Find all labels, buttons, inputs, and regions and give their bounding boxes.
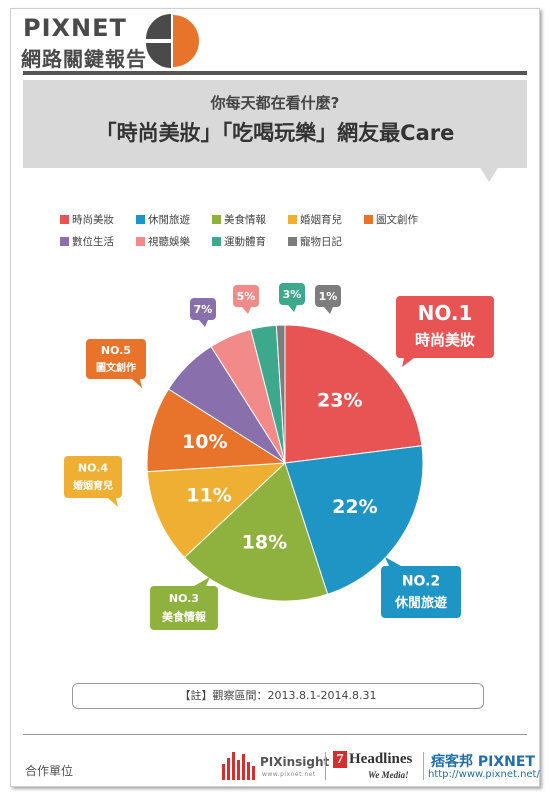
rank-badge-label: NO.4	[78, 462, 108, 475]
rank-badge-category: 美食情報	[162, 610, 207, 624]
footer-separator	[423, 752, 424, 780]
legend-swatch	[364, 215, 373, 224]
legend-label: 寵物日記	[300, 236, 342, 248]
slice-value-label: 11%	[186, 484, 231, 506]
banner-question: 你每天都在看什麼?	[210, 94, 340, 112]
slice-value-label: 18%	[242, 532, 287, 554]
pie-slice	[284, 324, 423, 464]
legend-item: 運動體育	[212, 234, 266, 249]
pixnet-logo: 痞客邦 PIXNET	[431, 754, 535, 770]
header-rule	[23, 71, 527, 75]
slice-value-label: 7%	[194, 303, 213, 316]
headlines-tagline: We Media!	[368, 770, 409, 780]
legend-swatch	[60, 237, 69, 246]
legend-label: 圖文創作	[376, 214, 418, 226]
pie-slice	[275, 324, 286, 464]
title-banner: 你每天都在看什麼? 「時尚美妝」「吃喝玩樂」網友最Care	[23, 80, 527, 168]
value-callout	[190, 298, 216, 327]
slice-value-label: 5%	[237, 290, 256, 303]
value-callout	[64, 456, 122, 507]
legend-item: 時尚美妝	[60, 212, 114, 227]
rank-badge-label: NO.5	[101, 344, 131, 357]
legend-item: 休閒旅遊	[136, 212, 190, 227]
rank-badge-label: NO.3	[169, 592, 199, 605]
rank-badge-label: NO.1	[418, 301, 473, 325]
value-callout	[233, 285, 259, 314]
legend-item: 數位生活	[60, 234, 114, 249]
rank-badge-category: 圖文創作	[96, 361, 136, 374]
legend-swatch	[288, 237, 297, 246]
legend-swatch	[212, 215, 221, 224]
slice-value-label: 22%	[332, 496, 377, 518]
slice-value-label: 1%	[319, 290, 338, 303]
legend-label: 時尚美妝	[72, 214, 114, 226]
legend-item: 婚姻育兒	[288, 212, 342, 227]
legend-swatch	[136, 215, 145, 224]
value-callout	[150, 577, 218, 630]
pie-slice	[284, 445, 424, 595]
pie-slice	[146, 388, 287, 473]
brand-name-en: PIXNET	[23, 14, 127, 42]
rank-badge-label: NO.2	[402, 574, 440, 590]
value-callout	[315, 285, 341, 314]
pixinsight-wordmark: PIXinsight	[260, 755, 330, 769]
pixinsight-url: www.pixnet.net	[262, 771, 316, 778]
pixnet-url: http://www.pixnet.net/	[428, 769, 540, 780]
slice-value-label: 3%	[283, 288, 302, 301]
legend-label: 視聽娛樂	[148, 236, 190, 248]
pie-slice	[146, 462, 287, 559]
banner-tail	[479, 166, 499, 182]
legend-item: 美食情報	[212, 212, 266, 227]
legend-label: 運動體育	[224, 236, 266, 248]
legend-item: 視聽娛樂	[136, 234, 190, 249]
rank-badge-category: 婚姻育兒	[73, 479, 113, 492]
legend-swatch	[136, 237, 145, 246]
partner-label: 合作單位	[25, 764, 74, 778]
legend-label: 婚姻育兒	[300, 214, 342, 226]
value-callout	[396, 296, 494, 367]
brand-pie-logo	[146, 14, 199, 68]
observation-note: 【註】觀察區間：2013.8.1-2014.8.31	[72, 683, 484, 709]
value-callout	[279, 283, 305, 312]
value-callout	[381, 557, 461, 618]
legend-item: 圖文創作	[364, 212, 418, 227]
legend-item: 寵物日記	[288, 234, 342, 249]
footer-separator	[325, 752, 326, 780]
legend-swatch	[288, 215, 297, 224]
banner-title: 「時尚美妝」「吃喝玩樂」網友最Care	[95, 121, 455, 145]
headlines-wordmark: Headlines	[349, 751, 413, 767]
legend-label: 休閒旅遊	[148, 214, 190, 226]
pie-slice	[183, 462, 329, 602]
slice-value-label: 10%	[182, 431, 227, 453]
rank-badge-category: 時尚美妝	[415, 331, 475, 349]
legend-swatch	[212, 237, 221, 246]
rank-badge-category: 休閒旅遊	[394, 595, 447, 611]
slice-value-label: 23%	[317, 389, 362, 411]
footer-rule	[23, 734, 527, 735]
legend-label: 美食情報	[224, 214, 266, 226]
headlines-seven-badge: 7	[333, 751, 347, 768]
legend-label: 數位生活	[72, 236, 114, 248]
brand-name-zh: 網路關鍵報告	[21, 47, 147, 71]
pixinsight-logo-icon	[222, 752, 255, 780]
legend-swatch	[60, 215, 69, 224]
value-callout	[86, 339, 146, 388]
